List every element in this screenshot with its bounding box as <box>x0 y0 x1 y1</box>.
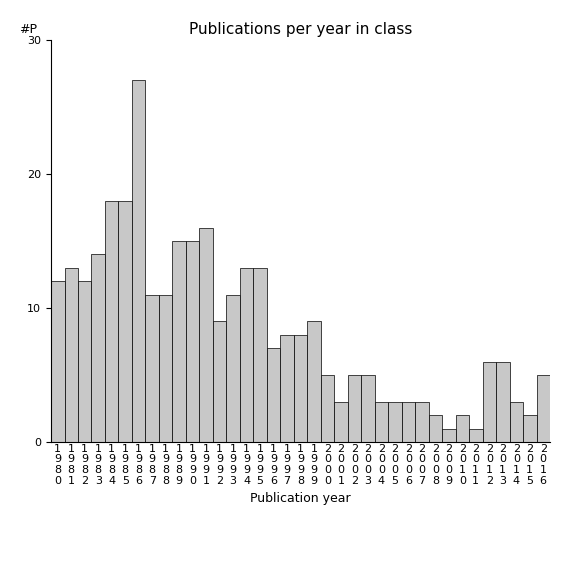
Bar <box>307 321 321 442</box>
Bar <box>186 241 200 442</box>
Bar <box>334 402 348 442</box>
X-axis label: Publication year: Publication year <box>250 492 351 505</box>
Bar <box>442 429 456 442</box>
Title: Publications per year in class: Publications per year in class <box>189 22 412 37</box>
Bar <box>401 402 415 442</box>
Bar <box>523 416 536 442</box>
Bar <box>294 335 307 442</box>
Text: #P: #P <box>19 23 37 36</box>
Bar <box>65 268 78 442</box>
Bar <box>536 375 550 442</box>
Bar <box>321 375 334 442</box>
Bar <box>510 402 523 442</box>
Bar <box>415 402 429 442</box>
Bar <box>159 295 172 442</box>
Bar <box>226 295 240 442</box>
Bar <box>145 295 159 442</box>
Bar <box>78 281 91 442</box>
Bar <box>105 201 119 442</box>
Bar <box>172 241 186 442</box>
Bar <box>91 255 105 442</box>
Bar <box>240 268 253 442</box>
Bar <box>213 321 226 442</box>
Bar <box>429 416 442 442</box>
Bar <box>119 201 132 442</box>
Bar <box>496 362 510 442</box>
Bar <box>280 335 294 442</box>
Bar <box>375 402 388 442</box>
Bar <box>132 80 145 442</box>
Bar <box>348 375 361 442</box>
Bar <box>361 375 375 442</box>
Bar <box>200 227 213 442</box>
Bar <box>253 268 267 442</box>
Bar <box>469 429 483 442</box>
Bar <box>267 348 280 442</box>
Bar <box>483 362 496 442</box>
Bar <box>388 402 401 442</box>
Bar <box>456 416 469 442</box>
Bar <box>51 281 65 442</box>
